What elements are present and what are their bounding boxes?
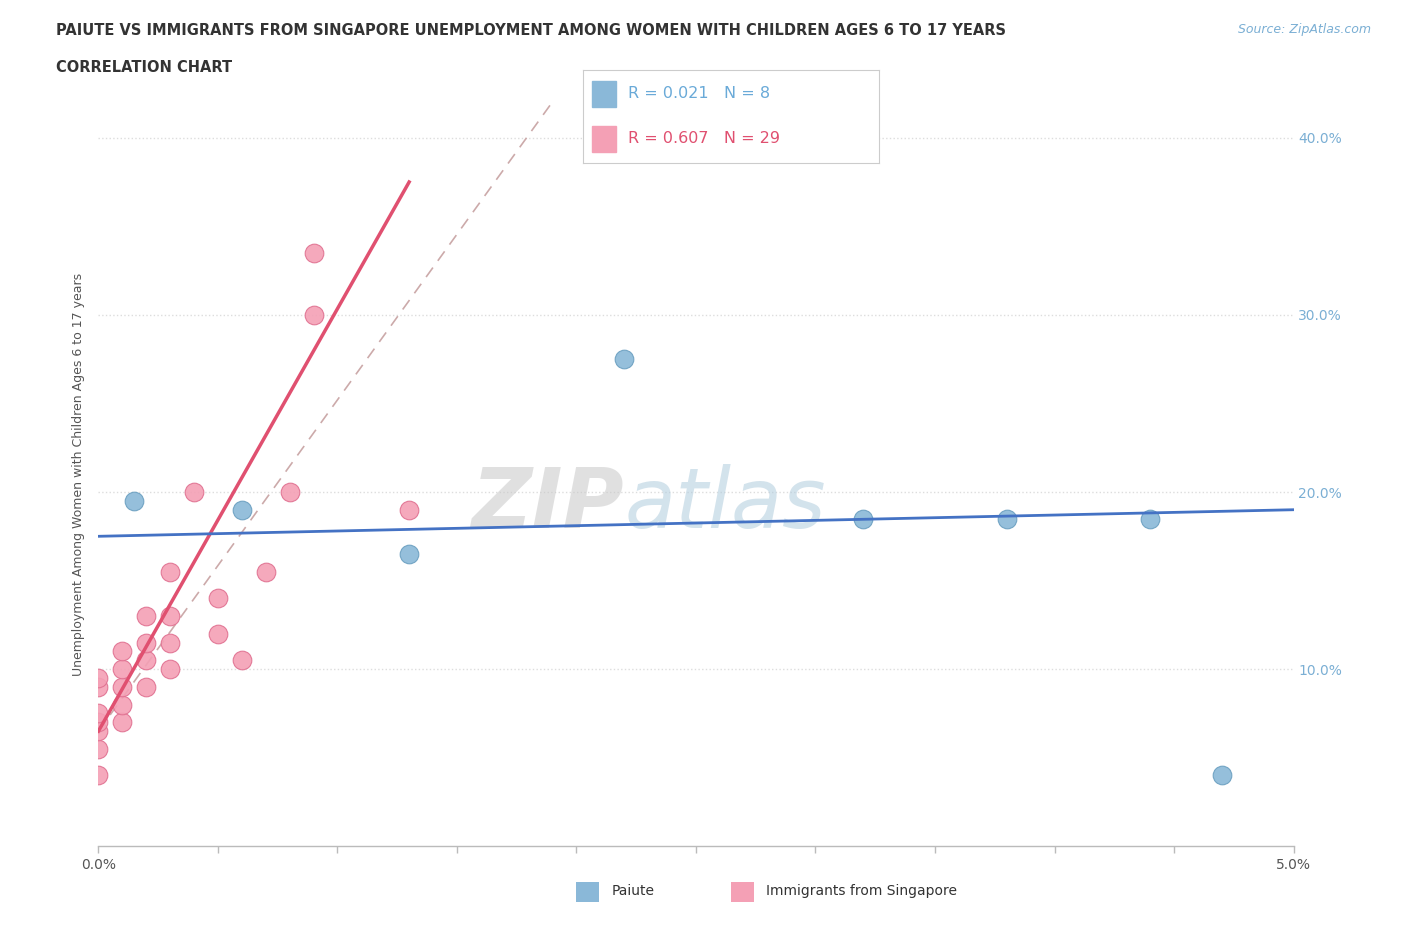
Text: Paiute: Paiute [612, 884, 655, 898]
Point [1211, 768, 1233, 783]
Point [231, 653, 253, 668]
Point [159, 635, 181, 650]
Point [111, 680, 134, 695]
Point [613, 352, 636, 366]
Point [87, 706, 110, 721]
Point [135, 653, 157, 668]
Point [398, 547, 420, 562]
Text: R = 0.021   N = 8: R = 0.021 N = 8 [627, 86, 770, 101]
Point [183, 485, 205, 499]
Point [111, 715, 134, 730]
Point [207, 591, 229, 605]
Point [135, 680, 157, 695]
Point [1139, 512, 1161, 526]
Text: Immigrants from Singapore: Immigrants from Singapore [766, 884, 957, 898]
Point [159, 662, 181, 677]
Point [159, 565, 181, 579]
Point [207, 626, 229, 641]
Text: R = 0.607   N = 29: R = 0.607 N = 29 [627, 130, 780, 146]
Point [87, 680, 110, 695]
Text: CORRELATION CHART: CORRELATION CHART [56, 60, 232, 75]
Text: atlas: atlas [624, 463, 825, 545]
Point [87, 715, 110, 730]
Bar [592, 81, 616, 107]
Point [111, 644, 134, 658]
Point [87, 768, 110, 783]
Point [111, 662, 134, 677]
Point [87, 671, 110, 685]
Bar [592, 126, 616, 152]
Y-axis label: Unemployment Among Women with Children Ages 6 to 17 years: Unemployment Among Women with Children A… [72, 272, 86, 676]
Point [87, 741, 110, 756]
Point [87, 724, 110, 738]
Point [398, 502, 420, 517]
Point [124, 494, 146, 509]
Point [135, 608, 157, 623]
Point [995, 512, 1018, 526]
Point [302, 308, 325, 323]
Text: PAIUTE VS IMMIGRANTS FROM SINGAPORE UNEMPLOYMENT AMONG WOMEN WITH CHILDREN AGES : PAIUTE VS IMMIGRANTS FROM SINGAPORE UNEM… [56, 23, 1007, 38]
Point [135, 635, 157, 650]
Text: Source: ZipAtlas.com: Source: ZipAtlas.com [1237, 23, 1371, 36]
Point [278, 485, 301, 499]
Point [159, 608, 181, 623]
Point [111, 698, 134, 712]
Point [302, 246, 325, 260]
Point [254, 565, 277, 579]
Text: ZIP: ZIP [471, 463, 624, 545]
Point [231, 502, 253, 517]
Point [852, 512, 875, 526]
